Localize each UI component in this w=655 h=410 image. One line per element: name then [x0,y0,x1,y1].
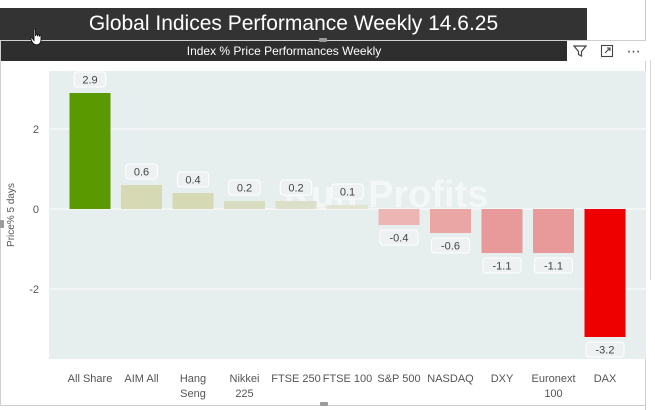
x-tick-label: 100 [544,388,562,400]
x-tick-label: Seng [180,388,206,400]
data-label-box [176,171,210,188]
y-tick-label: -2 [29,284,39,296]
x-tick-label: Euronext [531,373,575,385]
bar [69,93,111,209]
data-label: 0.6 [134,167,149,179]
resize-handle-bottom[interactable] [320,402,328,406]
more-options-icon[interactable]: ⋯ [624,41,644,61]
x-tick-label: AIM All [124,373,158,385]
chart-visual[interactable]: Index % Price Performances Weekly ⋯ Run … [0,40,647,406]
data-label: -0.6 [441,241,460,253]
x-tick-label: 225 [235,388,253,400]
data-label: -1.1 [544,261,563,273]
x-tick-label: All Share [68,373,113,385]
data-label-box [73,71,107,88]
data-label: -0.4 [390,233,409,245]
x-tick-label: Nikkei [230,373,260,385]
data-label: -3.2 [596,345,615,357]
data-label-box [482,257,522,274]
data-label-box [534,257,573,274]
data-label-box [125,163,158,180]
bar [533,209,574,253]
data-label: 0.1 [340,187,355,199]
canvas-edge-inner [650,60,651,280]
bar [378,209,420,225]
data-label: -1.1 [493,261,512,273]
bar [430,209,471,233]
data-label-box [431,237,470,254]
page-title: Global Indices Performance Weekly 14.6.2… [88,12,499,35]
x-tick-label: S&P 500 [377,373,420,385]
more-options-label: ⋯ [626,42,641,59]
y-tick-label: 2 [33,124,39,136]
resize-handle-left[interactable] [0,220,4,228]
data-label-box [279,179,313,196]
data-label-box [585,341,625,358]
x-tick-label: FTSE 250 [271,373,321,385]
data-label: 0.2 [237,183,252,195]
y-axis-label: Price% 5 days [6,183,17,247]
bar [481,209,523,253]
bar [172,193,214,209]
x-tick-label: DAX [594,373,617,385]
data-label-box [228,179,261,196]
bar [224,201,265,209]
visual-header: Index % Price Performances Weekly [1,41,567,61]
x-tick-label: NASDAQ [427,373,474,385]
visual-toolbar: ⋯ [567,41,647,61]
data-label-box [331,183,364,200]
x-tick-label: FTSE 100 [323,373,373,385]
x-tick-label: Hang [180,373,206,385]
data-label-box [379,229,419,246]
data-label: 0.2 [288,183,303,195]
filter-icon-glyph [573,45,588,57]
page-title-banner: Global Indices Performance Weekly 14.6.2… [0,8,587,40]
data-label: 0.4 [185,175,200,187]
x-tick-label: DXY [491,373,514,385]
bar [327,205,368,209]
hand-cursor-icon [30,28,42,46]
focus-mode-icon-glyph [600,44,614,58]
focus-mode-icon[interactable] [597,41,617,61]
bar [275,201,317,209]
bar [584,209,626,337]
y-tick-label: 0 [33,204,39,216]
visual-title: Index % Price Performances Weekly [186,44,382,58]
filter-icon[interactable] [570,41,590,61]
data-label: 2.9 [82,75,97,87]
resize-handle-top[interactable] [319,38,327,42]
bar [121,185,162,209]
